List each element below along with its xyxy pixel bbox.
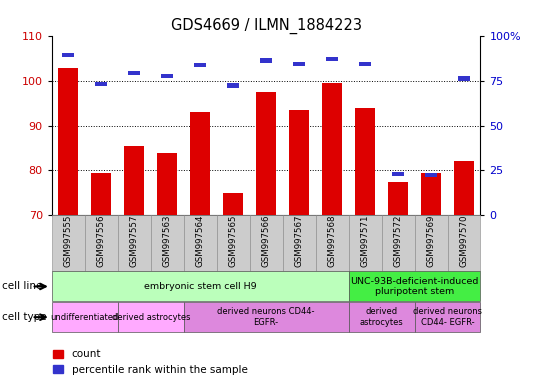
Bar — [289, 110, 309, 215]
Bar — [191, 113, 210, 215]
Text: GSM997565: GSM997565 — [229, 215, 238, 267]
Text: GSM997555: GSM997555 — [64, 215, 73, 267]
Bar — [124, 146, 144, 215]
Text: cell line: cell line — [2, 281, 42, 291]
Bar — [227, 83, 239, 88]
Text: GSM997556: GSM997556 — [97, 215, 106, 267]
Bar — [161, 73, 173, 78]
Bar — [293, 62, 305, 66]
Bar — [194, 63, 206, 67]
Bar — [96, 81, 107, 86]
Bar — [91, 173, 111, 215]
Bar — [62, 53, 74, 58]
Text: GSM997570: GSM997570 — [460, 215, 468, 267]
Text: derived neurons CD44-
EGFR-: derived neurons CD44- EGFR- — [217, 308, 315, 327]
Bar — [322, 83, 342, 215]
Text: derived
astrocytes: derived astrocytes — [360, 308, 403, 327]
Bar — [157, 152, 177, 215]
Text: GSM997571: GSM997571 — [360, 215, 370, 267]
Bar — [458, 76, 470, 81]
Bar — [421, 173, 441, 215]
Bar — [260, 58, 272, 63]
Title: GDS4669 / ILMN_1884223: GDS4669 / ILMN_1884223 — [171, 18, 361, 34]
Bar — [359, 62, 371, 66]
Text: GSM997563: GSM997563 — [163, 215, 172, 267]
Text: UNC-93B-deficient-induced
pluripotent stem: UNC-93B-deficient-induced pluripotent st… — [351, 277, 479, 296]
Bar — [388, 182, 408, 215]
Text: cell type: cell type — [2, 312, 46, 322]
Bar — [223, 193, 243, 215]
Legend: count, percentile rank within the sample: count, percentile rank within the sample — [49, 345, 252, 379]
Bar — [326, 56, 338, 61]
Text: GSM997557: GSM997557 — [130, 215, 139, 267]
Bar — [128, 71, 140, 75]
Text: derived neurons
CD44- EGFR-: derived neurons CD44- EGFR- — [413, 308, 482, 327]
Bar — [425, 173, 437, 177]
Bar — [256, 92, 276, 215]
Bar — [392, 172, 404, 176]
Text: GSM997566: GSM997566 — [262, 215, 271, 267]
Bar — [58, 68, 78, 215]
Text: GSM997564: GSM997564 — [195, 215, 205, 267]
Text: GSM997572: GSM997572 — [394, 215, 402, 267]
Text: derived astrocytes: derived astrocytes — [111, 313, 190, 322]
Text: embryonic stem cell H9: embryonic stem cell H9 — [144, 282, 257, 291]
Text: GSM997567: GSM997567 — [295, 215, 304, 267]
Text: GSM997568: GSM997568 — [328, 215, 337, 267]
Bar — [454, 161, 474, 215]
Text: undifferentiated: undifferentiated — [51, 313, 119, 322]
Text: GSM997569: GSM997569 — [426, 215, 436, 267]
Bar — [355, 108, 375, 215]
